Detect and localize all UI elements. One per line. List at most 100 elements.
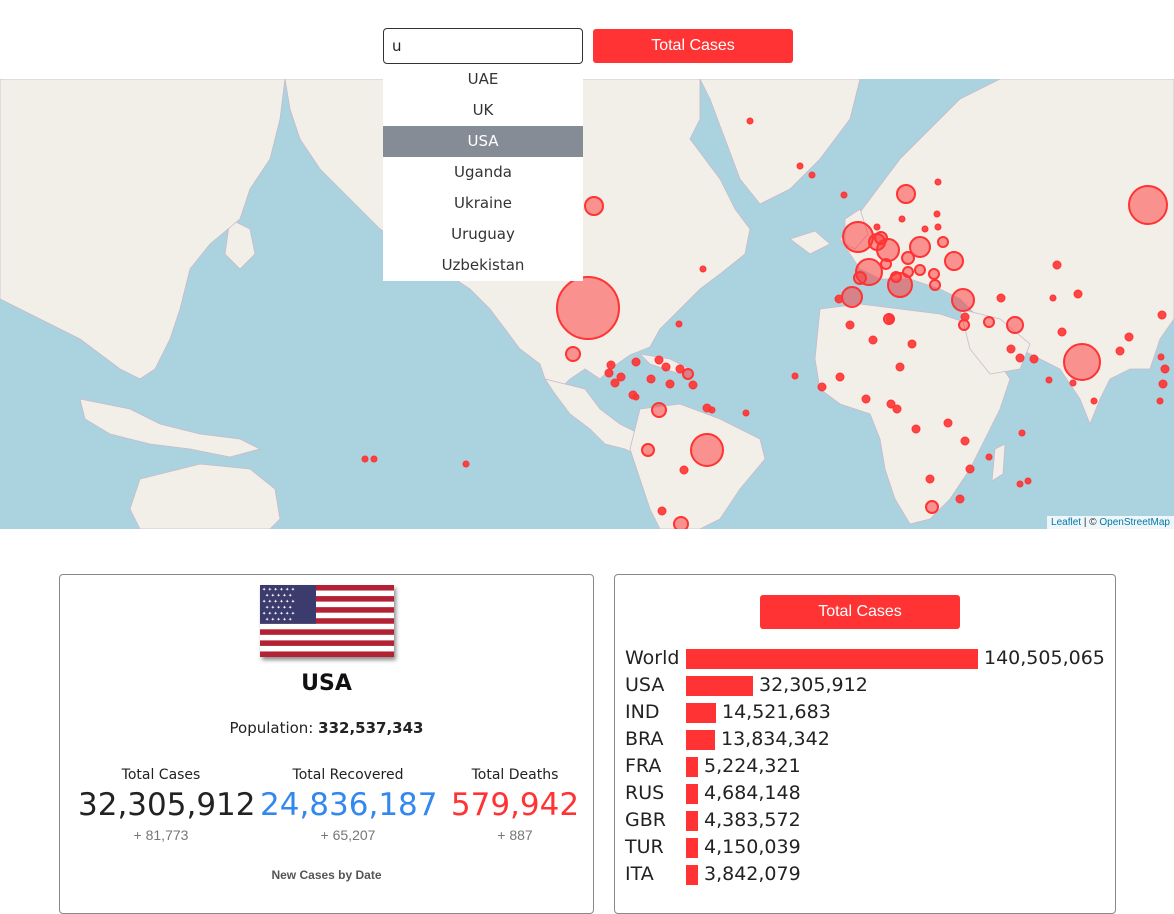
case-marker[interactable] — [673, 516, 689, 529]
case-marker[interactable] — [641, 443, 655, 457]
case-marker[interactable] — [556, 276, 620, 340]
case-marker[interactable] — [1063, 343, 1101, 381]
case-marker[interactable] — [892, 404, 902, 414]
case-marker[interactable] — [1006, 344, 1016, 354]
case-marker[interactable] — [842, 221, 874, 253]
case-marker[interactable] — [631, 357, 641, 367]
case-marker[interactable] — [929, 279, 941, 291]
case-marker[interactable] — [742, 409, 750, 417]
case-marker[interactable] — [606, 360, 616, 370]
leaflet-link[interactable]: Leaflet — [1051, 517, 1082, 528]
case-marker[interactable] — [996, 293, 1006, 303]
case-marker[interactable] — [610, 378, 620, 388]
case-marker[interactable] — [1124, 332, 1134, 342]
case-marker[interactable] — [688, 380, 698, 390]
case-marker[interactable] — [565, 346, 581, 362]
case-marker[interactable] — [1069, 379, 1077, 387]
case-marker[interactable] — [1156, 397, 1164, 405]
case-marker[interactable] — [883, 313, 895, 325]
case-marker[interactable] — [661, 362, 671, 372]
suggestion-uzbekistan[interactable]: Uzbekistan — [441, 256, 525, 274]
case-marker[interactable] — [896, 184, 916, 204]
case-marker[interactable] — [898, 215, 906, 223]
case-marker[interactable] — [462, 460, 470, 468]
case-marker[interactable] — [951, 288, 975, 312]
case-marker[interactable] — [911, 424, 921, 434]
case-marker[interactable] — [1049, 294, 1057, 302]
case-marker[interactable] — [808, 171, 816, 179]
case-marker[interactable] — [746, 117, 754, 125]
case-marker[interactable] — [1073, 289, 1083, 299]
suggestion-usa[interactable]: USA — [383, 126, 583, 157]
case-marker[interactable] — [840, 191, 848, 199]
case-marker[interactable] — [880, 258, 892, 270]
case-marker[interactable] — [1115, 346, 1125, 356]
case-marker[interactable] — [665, 379, 675, 389]
case-marker[interactable] — [983, 316, 995, 328]
suggestion-uae[interactable]: UAE — [467, 70, 499, 88]
case-marker[interactable] — [861, 394, 871, 404]
case-marker[interactable] — [874, 231, 888, 245]
case-marker[interactable] — [853, 271, 867, 285]
case-marker[interactable] — [933, 210, 941, 218]
case-marker[interactable] — [370, 455, 378, 463]
case-marker[interactable] — [1090, 397, 1098, 405]
case-marker[interactable] — [651, 402, 667, 418]
case-marker[interactable] — [1045, 376, 1053, 384]
case-marker[interactable] — [934, 178, 942, 186]
case-marker[interactable] — [934, 223, 942, 231]
case-marker[interactable] — [1006, 316, 1024, 334]
case-marker[interactable] — [902, 266, 914, 278]
case-marker[interactable] — [1029, 354, 1039, 364]
ranking-total-cases-button[interactable]: Total Cases — [760, 595, 960, 629]
case-marker[interactable] — [914, 264, 926, 276]
case-marker[interactable] — [901, 251, 915, 265]
osm-link[interactable]: OpenStreetMap — [1099, 517, 1170, 528]
country-search-input[interactable] — [383, 28, 583, 64]
case-marker[interactable] — [841, 286, 863, 308]
case-marker[interactable] — [1015, 353, 1025, 363]
case-marker[interactable] — [796, 162, 804, 170]
case-marker[interactable] — [616, 372, 626, 382]
case-marker[interactable] — [1157, 353, 1165, 361]
case-marker[interactable] — [1024, 477, 1032, 485]
case-marker[interactable] — [965, 464, 975, 474]
case-marker[interactable] — [909, 236, 931, 258]
case-marker[interactable] — [960, 436, 970, 446]
case-marker[interactable] — [1052, 260, 1062, 270]
case-marker[interactable] — [921, 225, 929, 233]
case-marker[interactable] — [907, 339, 917, 349]
case-marker[interactable] — [868, 335, 878, 345]
case-marker[interactable] — [675, 364, 685, 374]
case-marker[interactable] — [1160, 364, 1170, 374]
case-marker[interactable] — [985, 453, 993, 461]
case-marker[interactable] — [845, 320, 855, 330]
case-marker[interactable] — [1157, 310, 1167, 320]
total-cases-button[interactable]: Total Cases — [593, 29, 793, 63]
case-marker[interactable] — [646, 374, 656, 384]
case-marker[interactable] — [886, 399, 896, 409]
case-marker[interactable] — [873, 223, 881, 231]
case-marker[interactable] — [960, 312, 970, 322]
case-marker[interactable] — [958, 319, 970, 331]
world-map[interactable]: Leaflet | © OpenStreetMap — [0, 79, 1174, 529]
case-marker[interactable] — [682, 368, 694, 380]
case-marker[interactable] — [654, 355, 664, 365]
case-marker[interactable] — [708, 406, 716, 414]
case-marker[interactable] — [679, 465, 689, 475]
case-marker[interactable] — [925, 474, 935, 484]
suggestion-ukraine[interactable]: Ukraine — [454, 194, 512, 212]
case-marker[interactable] — [1158, 379, 1168, 389]
case-marker[interactable] — [925, 500, 939, 514]
case-marker[interactable] — [1128, 185, 1168, 225]
case-marker[interactable] — [657, 506, 667, 516]
case-marker[interactable] — [890, 271, 902, 283]
case-marker[interactable] — [1057, 327, 1067, 337]
case-marker[interactable] — [690, 433, 724, 467]
case-marker[interactable] — [944, 251, 964, 271]
case-marker[interactable] — [943, 418, 953, 428]
case-marker[interactable] — [361, 455, 369, 463]
case-marker[interactable] — [675, 320, 683, 328]
case-marker[interactable] — [584, 196, 604, 216]
suggestion-uk[interactable]: UK — [472, 101, 494, 119]
